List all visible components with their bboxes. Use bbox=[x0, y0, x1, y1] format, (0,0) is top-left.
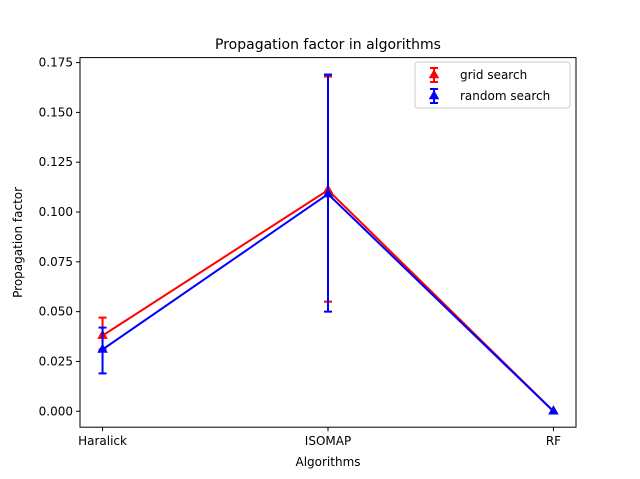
legend-label: random search bbox=[460, 89, 550, 103]
x-tick-label: Haralick bbox=[78, 434, 127, 448]
legend-item: grid search bbox=[428, 67, 527, 83]
series-1 bbox=[97, 73, 559, 415]
legend-marker bbox=[428, 90, 440, 100]
y-tick-label: 0.125 bbox=[39, 155, 73, 169]
legend: grid search random search bbox=[414, 61, 571, 109]
x-tick-label: ISOMAP bbox=[305, 434, 351, 448]
y-tick-label: 0.025 bbox=[39, 354, 73, 368]
data-point bbox=[548, 405, 559, 415]
legend-box bbox=[414, 61, 571, 109]
legend-marker bbox=[428, 69, 440, 79]
y-tick-label: 0.075 bbox=[39, 255, 73, 269]
y-tick-label: 0.150 bbox=[39, 105, 73, 119]
y-tick-label: 0.000 bbox=[39, 404, 73, 418]
y-axis-label: Propagation factor bbox=[11, 187, 25, 298]
y-tick-label: 0.175 bbox=[39, 56, 73, 70]
data-point bbox=[322, 188, 334, 198]
y-tick-label: 0.050 bbox=[39, 305, 73, 319]
x-axis-label: Algorithms bbox=[295, 455, 360, 469]
chart-title: Propagation factor in algorithms bbox=[215, 37, 441, 53]
data-point bbox=[97, 343, 108, 353]
plot-marks bbox=[97, 73, 559, 415]
x-tick-label: RF bbox=[546, 434, 561, 448]
y-tick-label: 0.100 bbox=[39, 205, 73, 219]
legend-item: random search bbox=[428, 88, 550, 104]
legend-label: grid search bbox=[460, 68, 527, 82]
axis-ticks: 0.000 0.025 0.050 0.075 0.100 0.125 0.150 0.175… bbox=[39, 56, 562, 449]
